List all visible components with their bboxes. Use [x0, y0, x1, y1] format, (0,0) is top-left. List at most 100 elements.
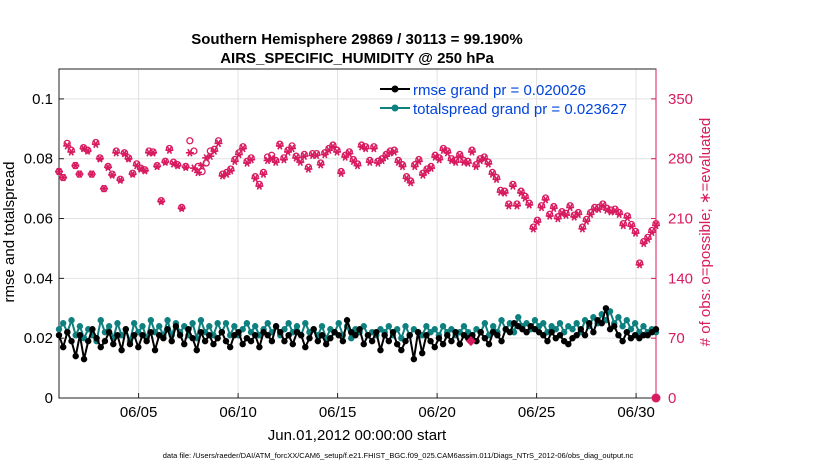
legend-rmse-label: rmse grand pr = 0.020026	[413, 82, 586, 99]
spread-point	[164, 317, 171, 324]
rmse-point	[97, 343, 104, 351]
rmse-point	[377, 346, 384, 354]
obs-evaluated-marker	[504, 201, 513, 210]
obs-evaluated-marker	[210, 147, 219, 155]
obs-evaluated-marker	[59, 173, 68, 182]
rmse-point	[55, 331, 63, 339]
obs-evaluated-stroke	[268, 154, 275, 163]
obs-evaluated-marker	[157, 197, 166, 206]
obs-evaluated-stroke	[150, 148, 156, 157]
spread-point	[431, 326, 438, 333]
spread-point	[423, 323, 430, 330]
obs-evaluated-marker	[333, 148, 342, 156]
spread-point	[114, 320, 121, 327]
rmse-point	[368, 337, 376, 345]
rmse-point	[272, 323, 280, 330]
obs-evaluated-stroke	[440, 146, 447, 155]
rmse-point	[548, 329, 555, 336]
obs-evaluated-marker	[95, 154, 104, 163]
spread-point	[252, 323, 259, 330]
obs-evaluated-stroke	[183, 163, 189, 172]
rmse-point	[602, 305, 610, 312]
rmse-point	[197, 329, 205, 336]
obs-evaluated-marker	[398, 162, 407, 171]
obs-evaluated-stroke	[502, 189, 508, 197]
obs-evaluated-stroke	[555, 214, 561, 223]
obs-evaluated-marker	[410, 162, 419, 171]
obs-evaluated-marker	[533, 218, 542, 226]
obs-evaluated-stroke	[293, 154, 299, 162]
rmse-point	[577, 326, 585, 333]
y-right-tick-label: 70	[668, 330, 685, 347]
obs-evaluated-stroke	[567, 203, 573, 212]
spread-point	[105, 323, 113, 330]
rmse-point	[252, 331, 259, 339]
y-left-tick-label: 0.1	[32, 91, 53, 108]
obs-evaluated-stroke	[240, 144, 246, 153]
y-left-tick-label: 0.04	[24, 270, 53, 287]
obs-evaluated-marker	[87, 170, 96, 178]
obs-evaluated-marker	[582, 217, 591, 225]
obs-evaluated-stroke	[84, 147, 91, 155]
spread-point	[540, 320, 547, 327]
obs-evaluated-stroke	[583, 217, 590, 225]
obs-evaluated-stroke	[215, 139, 222, 148]
obs-evaluated-stroke	[534, 218, 541, 226]
rmse-point	[64, 329, 71, 336]
obs-evaluated-marker	[529, 224, 538, 233]
obs-evaluated-marker	[541, 195, 550, 204]
rmse-point	[281, 337, 288, 345]
obs-possible-marker	[120, 149, 129, 157]
obs-possible-marker	[202, 159, 210, 167]
y-axis-right-label: # of obs: o=possible; ∗=evaluated	[697, 118, 714, 347]
obs-possible-marker	[83, 146, 92, 154]
obs-evaluated-marker	[140, 166, 149, 175]
rmse-point	[540, 331, 547, 339]
obs-evaluated-marker	[161, 158, 170, 167]
spread-point	[206, 323, 213, 330]
obs-evaluated-marker	[566, 203, 575, 212]
spread-point	[59, 320, 67, 327]
rmse-point	[172, 323, 180, 330]
obs-evaluated-marker	[525, 201, 534, 209]
obs-evaluated-marker	[104, 163, 113, 172]
rmse-point	[652, 326, 660, 333]
obs-evaluated-marker	[337, 169, 346, 178]
obs-evaluated-stroke	[322, 150, 328, 159]
obs-evaluated-stroke	[649, 228, 655, 237]
obs-possible-marker	[141, 166, 149, 174]
obs-evaluated-stroke	[403, 174, 410, 183]
x-tick-label: 06/30	[617, 404, 655, 421]
rmse-point	[322, 340, 330, 348]
obs-evaluated-marker	[181, 163, 190, 172]
obs-evaluated-stroke	[367, 158, 373, 167]
obs-evaluated-marker	[414, 157, 423, 166]
rmse-point	[364, 331, 372, 339]
obs-evaluated-marker	[153, 162, 162, 171]
obs-evaluated-marker	[652, 221, 660, 230]
obs-evaluated-stroke	[563, 211, 569, 219]
obs-evaluated-stroke	[546, 212, 553, 220]
obs-evaluated-marker	[508, 182, 517, 190]
rmse-point	[339, 337, 347, 345]
obs-evaluated-stroke	[412, 162, 418, 171]
rmse-point	[414, 329, 422, 336]
obs-evaluated-stroke	[285, 148, 291, 156]
rmse-point	[393, 340, 401, 348]
obs-evaluated-stroke	[248, 155, 254, 164]
rmse-point	[85, 337, 92, 345]
spread-point	[302, 320, 309, 327]
rmse-point	[139, 331, 146, 339]
spread-point	[155, 323, 163, 330]
obs-evaluated-marker	[75, 170, 84, 178]
rmse-point	[586, 320, 593, 327]
obs-evaluated-stroke	[587, 210, 594, 219]
x-tick-label: 06/25	[518, 404, 556, 421]
obs-evaluated-stroke	[395, 158, 402, 167]
obs-evaluated-marker	[345, 149, 354, 158]
spread-point	[623, 317, 630, 324]
obs-evaluated-stroke	[228, 166, 234, 175]
rmse-point	[306, 334, 313, 342]
rmse-point	[523, 329, 530, 336]
obs-evaluated-stroke	[596, 205, 602, 214]
